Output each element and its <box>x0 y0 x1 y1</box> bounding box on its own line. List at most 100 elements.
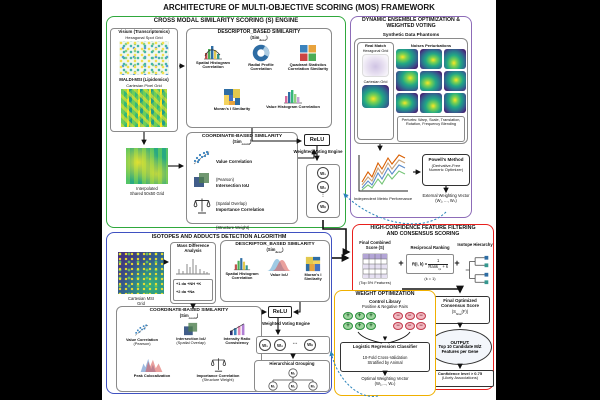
positive-pairs-icon: + + + + + + <box>343 312 376 330</box>
coordinate-similarity-title: COORDINATE-BASED SIMILARITY <box>201 134 283 139</box>
voting-engine-label: Weighted Voting Engine <box>293 149 343 154</box>
minus-circle-icon: − <box>404 321 415 330</box>
optimal-weighting-vector-label: Optimal Weighting Vector (W₁,..., Wₙ) <box>361 376 409 386</box>
confidence-text: Confidence level > 0.75 (Likely Associati… <box>437 371 483 381</box>
overlapping-distributions-icon <box>267 259 291 271</box>
minus-circle-icon: − <box>404 312 415 320</box>
mosaic-icon <box>305 256 321 272</box>
cartesian-pixel-grid-image <box>121 89 167 127</box>
reciprocal-ranking-label: Reciprocal Ranking <box>410 245 450 250</box>
metric-performance-label: Independent Metric Performance <box>353 196 413 201</box>
phantom-cell <box>444 49 466 69</box>
weight-node: Wₙ <box>317 201 329 213</box>
relu-box: ReLU <box>304 134 330 146</box>
weight-optimization-title: WEIGHT OPTIMIZATION <box>355 291 415 297</box>
c2-intensity-ratio: Intensity Ratio Consistency <box>216 322 258 346</box>
powell-method-subtitle: (Derivative-Free Numeric Optimizer) <box>428 162 464 172</box>
powell-method-title: Powell's Method <box>428 157 464 162</box>
isotope-hierarchy-label: Isotope Hierarchy <box>457 242 493 247</box>
c2-importance-correlation: Importance Correlation (Structure Weight) <box>184 356 252 383</box>
metric-radial-profile: Radial Profile Correlation <box>238 44 284 72</box>
plus-operator: + <box>398 258 404 268</box>
cartesian-msi-label: Cartesian MSI Grid <box>128 296 154 306</box>
svg-text:M₃: M₃ <box>311 384 316 388</box>
reciprocal-formula: R(i, k) = 1 Ranki,k + k <box>411 258 449 271</box>
scatter-plot-icon <box>193 150 211 165</box>
cartesian-msi-image <box>118 252 164 294</box>
final-consensus-title: Final Optimized Consensus Score <box>440 298 479 309</box>
minus-circle-icon: − <box>393 321 403 330</box>
histogram-icon <box>204 46 222 60</box>
score-table-icon <box>362 253 388 279</box>
pairs-label: Positive & Negative Pairs <box>362 304 408 309</box>
descriptor-similarity-box <box>186 28 332 128</box>
metric-morans-i: Moran's I Similarity <box>206 88 258 111</box>
hexagonal-spot-grid-image <box>119 41 169 75</box>
c2-intersection-iou: Intersection IoU (Spatial Overlap) <box>168 322 214 346</box>
cross-validation-text: 10-Fold Cross-Validation Stratified by An… <box>362 355 408 365</box>
combined-score-caption: (Top 5% Features) <box>358 280 391 285</box>
plus-circle-icon: + <box>354 321 365 330</box>
noise-perturbations-label: Noises Perturbations <box>410 42 452 48</box>
histogram-icon <box>233 258 251 271</box>
svg-text:M₁: M₁ <box>271 384 276 388</box>
met2-morans-i: Moran's I Similarity <box>298 256 328 282</box>
minus-circle-icon: − <box>393 312 403 320</box>
mass-spectrum-icon <box>176 259 210 275</box>
overlapping-peaks-icon <box>140 358 163 373</box>
descriptor-similarity-title: DESCRIPTOR_BASED SIMILARITY <box>217 29 301 35</box>
weight-ellipsis: ⋯ <box>292 341 298 347</box>
weight-node: W₂ <box>317 181 329 193</box>
descriptor-sim-label-2: (Simdesc) <box>266 247 284 254</box>
weight-node: W₁ <box>317 167 329 179</box>
c2-peak-colocalization: Peak Colocalization <box>128 356 176 378</box>
coord-item-value-correlation: Value Correlation (Pearson) <box>216 159 253 182</box>
voting-engine-label-2: Weighted Voting Engine <box>262 321 310 326</box>
dendrogram-icon <box>465 255 489 285</box>
balance-scale-icon <box>193 198 211 214</box>
isotopes-panel-title: ISOTOPES AND ADDUCTS DETECTION ALGORITHM <box>151 234 287 240</box>
phantom-cell <box>420 71 442 91</box>
coord-item-importance-correlation: Importance Correlation (Structure Weight… <box>216 207 265 230</box>
metric-quadrant-statistics: Quadrant Statistics Correlation Similari… <box>286 44 330 72</box>
phantoms-title: Synthetic Data Phantoms <box>382 32 440 37</box>
overlap-squares-icon <box>194 173 209 187</box>
hexagonal-phantom-image <box>362 54 389 77</box>
svg-text:M₀: M₀ <box>291 371 296 375</box>
ensemble-title: DYNAMIC ENSEMBLE OPTIMIZATION & WEIGHTED … <box>362 17 460 29</box>
hexagonal-grid-label: Hexagonal Grid <box>362 49 389 53</box>
minus-circle-icon: − <box>416 312 426 320</box>
combined-score-label: Final Combined Score (S) <box>359 240 391 250</box>
phantom-cell <box>444 71 466 91</box>
negative-pairs-icon: − − − − − − <box>393 312 426 330</box>
phantom-cell <box>396 93 418 113</box>
coordinate-similarity-title-2: COORDINATE-BASED SIMILARITY <box>149 308 229 313</box>
interpolated-label: Interpolated Shared 50x50 Grid <box>129 186 165 196</box>
phantom-cell <box>420 93 442 113</box>
phantom-cell <box>444 93 466 113</box>
real-match-label: Real Match <box>364 42 387 48</box>
overlap-squares-icon <box>184 322 198 336</box>
metric-spatial-histogram: Spatial Histogram Correlation <box>190 44 236 70</box>
adduct-line-2: +2 da +Na <box>176 289 195 294</box>
quadrant-icon <box>300 45 316 61</box>
weight-node: W₁ <box>259 339 271 351</box>
control-library-label: Control Library <box>369 298 401 304</box>
adduct-list-box <box>173 279 213 301</box>
interpolated-grid-image <box>126 148 168 184</box>
met2-spatial-histogram: Spatial Histogram Correlation <box>224 256 260 281</box>
hierarchical-grouping-title: Hierarchical Grouping <box>269 361 315 366</box>
perturb-note: Perturbs: Warp, Scale, Translation, Rota… <box>401 118 461 127</box>
histogram-icon <box>284 90 302 104</box>
maldi-subtitle: Cartesian Pixel Grid <box>126 82 162 88</box>
noise-phantom-grid <box>396 49 466 113</box>
isotopes-adducts-panel <box>106 232 332 394</box>
scatter-plot-icon <box>135 324 149 336</box>
plus-circle-icon: + <box>343 312 353 320</box>
coord-item-intersection-iou: Intersection IoU (Spatial Overlap) <box>216 183 250 206</box>
weight-ellipsis: ⋮ <box>320 192 326 198</box>
coordinate-similarity-box-2 <box>116 306 262 392</box>
svg-text:M₂: M₂ <box>291 384 296 388</box>
external-weighting-vector-label: External Weighting Vector (W₁, ..., Wₙ) <box>422 193 470 203</box>
